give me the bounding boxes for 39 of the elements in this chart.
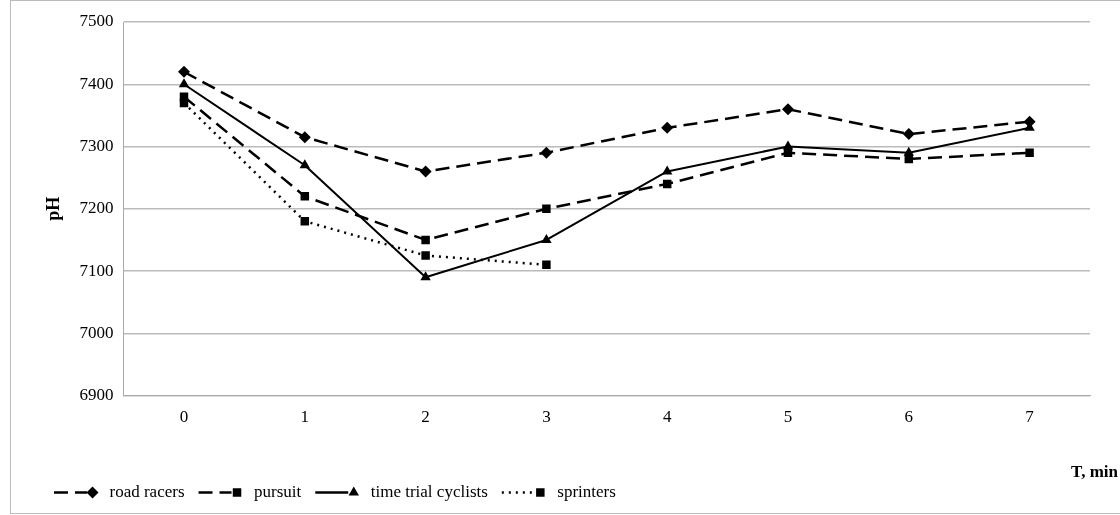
point <box>421 235 430 245</box>
y-tick-label: 6900 <box>79 385 114 405</box>
point <box>1025 148 1034 157</box>
y-tick-label: 7200 <box>79 198 114 218</box>
y-tick-label: 7500 <box>79 11 114 31</box>
point <box>661 121 674 134</box>
x-tick-label: 7 <box>1025 407 1035 427</box>
x-tick-label: 5 <box>783 407 793 427</box>
legend-label: sprinters <box>557 481 616 501</box>
point <box>782 103 794 116</box>
legend-label: pursuit <box>254 481 302 501</box>
point <box>300 192 310 201</box>
legend-label: time trial cyclists <box>370 481 488 501</box>
legend-label: road racers <box>109 481 185 501</box>
y-tick-label: 7400 <box>79 73 114 93</box>
point <box>542 204 551 214</box>
point <box>420 271 431 281</box>
y-tick-label: 7300 <box>79 136 114 155</box>
point <box>542 260 551 270</box>
point <box>178 65 190 78</box>
point <box>298 131 311 144</box>
point <box>178 78 190 88</box>
x-tick-label: 0 <box>179 407 189 427</box>
x-tick-label: 4 <box>662 407 672 427</box>
point <box>540 146 553 159</box>
point <box>299 159 310 169</box>
y-tick-label: 7100 <box>79 260 114 280</box>
x-tick-label: 1 <box>300 407 310 427</box>
point <box>541 233 552 243</box>
point <box>421 251 430 260</box>
point <box>419 165 432 178</box>
x-tick-label: 3 <box>542 407 551 427</box>
point <box>179 92 189 101</box>
y-axis-title: pH <box>43 196 64 221</box>
x-tick-label: 6 <box>904 407 914 427</box>
y-tick-label: 7000 <box>79 322 114 342</box>
x-tick-label: 2 <box>421 407 430 427</box>
x-axis-title: T, min <box>1071 462 1118 482</box>
point <box>902 128 915 141</box>
